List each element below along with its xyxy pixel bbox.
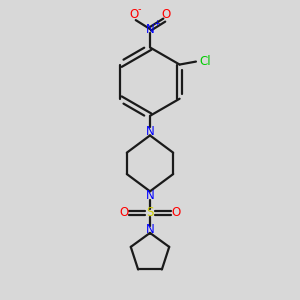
- Text: N: N: [146, 189, 154, 202]
- Text: O: O: [172, 206, 181, 219]
- Text: O: O: [161, 8, 170, 21]
- Text: O: O: [130, 8, 139, 21]
- Text: +: +: [153, 19, 160, 28]
- Text: N: N: [146, 22, 154, 35]
- Text: -: -: [137, 4, 141, 14]
- Text: Cl: Cl: [199, 55, 211, 68]
- Text: N: N: [146, 224, 154, 236]
- Text: O: O: [119, 206, 128, 219]
- Text: S: S: [146, 206, 154, 219]
- Text: N: N: [146, 125, 154, 138]
